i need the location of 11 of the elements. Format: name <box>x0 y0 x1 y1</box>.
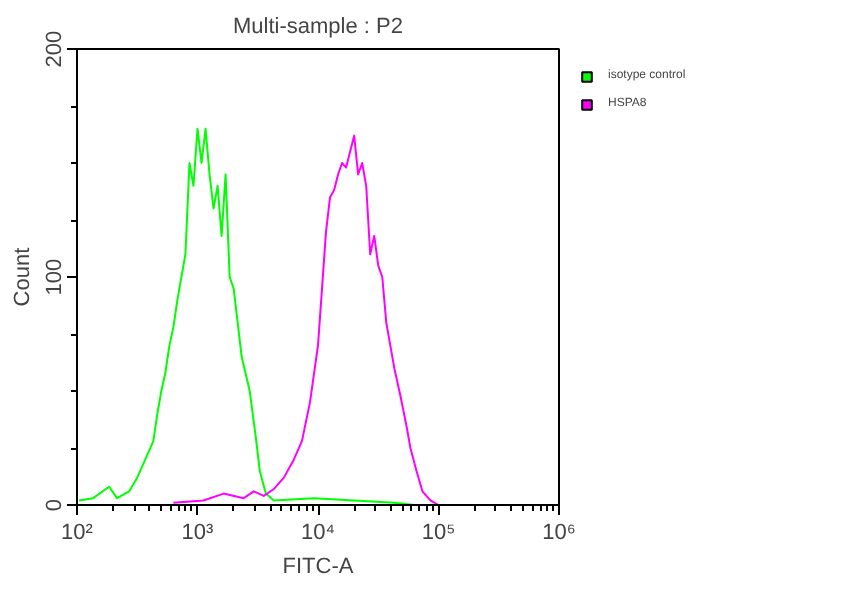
y-axis-title: Count <box>11 247 35 307</box>
x-tick-label: 10⁶ <box>542 521 576 545</box>
y-tick-label: 100 <box>43 258 67 296</box>
x-axis-title: FITC-A <box>282 555 355 579</box>
y-tick-label: 0 <box>43 498 67 512</box>
chart-title: Multi-sample : P2 <box>233 15 403 39</box>
y-tick-label: 200 <box>43 30 67 68</box>
x-tick-label: 10⁵ <box>421 521 456 545</box>
x-tick-label: 10⁴ <box>301 521 336 545</box>
x-tick-label: 10² <box>61 521 94 545</box>
x-tick-label: 10³ <box>181 521 215 545</box>
